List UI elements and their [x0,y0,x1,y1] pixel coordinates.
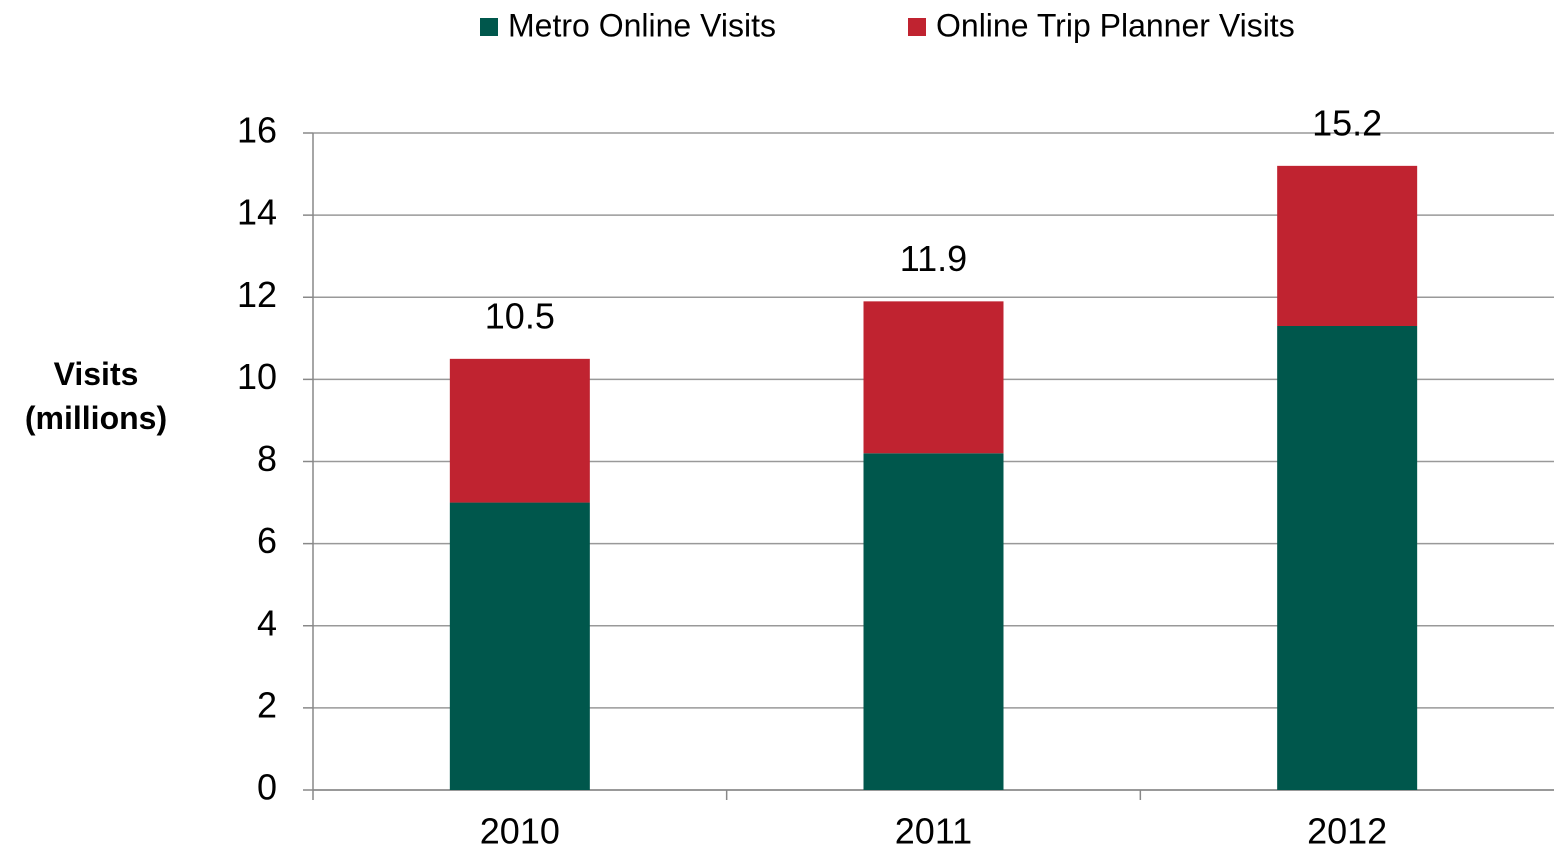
bar-segment [1277,325,1418,790]
bar-segment [863,301,1004,454]
y-tick-label: 0 [257,767,277,808]
bar-segment [449,502,590,790]
y-tick-label: 8 [257,438,277,479]
y-axis-label: Visits (millions) [24,356,168,436]
y-tick-label: 2 [257,684,277,725]
bar-segment [1277,165,1418,326]
x-tick-label: 2012 [1307,811,1387,852]
bar-segment [449,358,590,503]
legend-swatch [480,18,498,36]
total-label: 15.2 [1312,102,1382,143]
total-label: 10.5 [485,295,555,336]
y-tick-label: 10 [237,356,277,397]
bar-segment [863,453,1004,790]
legend-label: Online Trip Planner Visits [936,7,1295,43]
y-tick-label: 4 [257,602,277,643]
y-tick-label: 6 [257,520,277,561]
total-label: 11.9 [900,238,967,279]
legend-swatch [908,18,926,36]
y-tick-label: 12 [237,274,277,315]
y-tick-label: 16 [237,110,277,151]
legend-label: Metro Online Visits [508,7,776,43]
x-tick-label: 2010 [480,811,560,852]
x-tick-label: 2011 [895,811,972,852]
y-tick-label: 14 [237,192,277,233]
